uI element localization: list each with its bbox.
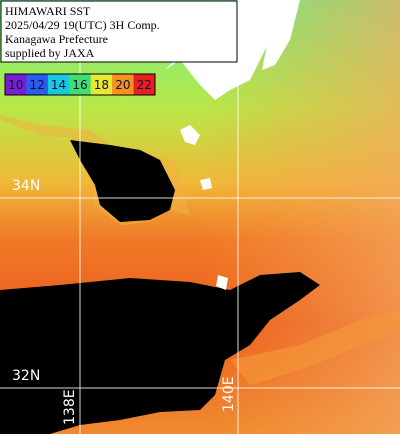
- color-legend: 10 12 14 16 18 20 22: [4, 73, 156, 96]
- legend-swatch: [5, 74, 27, 95]
- land: [262, 0, 300, 70]
- legend-label: 20: [115, 78, 130, 92]
- legend-swatch: [133, 74, 156, 95]
- lat-label: 32N: [12, 368, 40, 384]
- lon-label: 138E: [62, 389, 78, 425]
- warm-patch: [230, 310, 400, 385]
- legend-swatch: [69, 74, 92, 95]
- legend-frame: [4, 73, 156, 96]
- legend-swatch: [26, 74, 49, 95]
- legend-label: 14: [51, 78, 66, 92]
- legend-label: 22: [137, 78, 152, 92]
- no-data-area: [70, 140, 175, 222]
- legend-swatch: [47, 74, 70, 95]
- legend-label: 18: [94, 78, 109, 92]
- legend-swatch: [112, 74, 135, 95]
- legend-label: 16: [72, 78, 87, 92]
- lat-label: 34N: [12, 178, 40, 194]
- legend-label: 10: [8, 78, 23, 92]
- header-line: Kanagawa Prefecture: [5, 32, 108, 46]
- lon-label: 140E: [221, 376, 237, 412]
- land: [165, 0, 285, 100]
- header-line: HIMAWARI SST: [5, 4, 91, 18]
- header-line: 2025/04/29 19(UTC) 3H Comp.: [5, 18, 160, 32]
- header-line: supplied by JAXA: [5, 46, 95, 60]
- island: [180, 125, 228, 290]
- header-box: [0, 0, 238, 63]
- legend-label: 12: [30, 78, 45, 92]
- legend-swatch: [90, 74, 113, 95]
